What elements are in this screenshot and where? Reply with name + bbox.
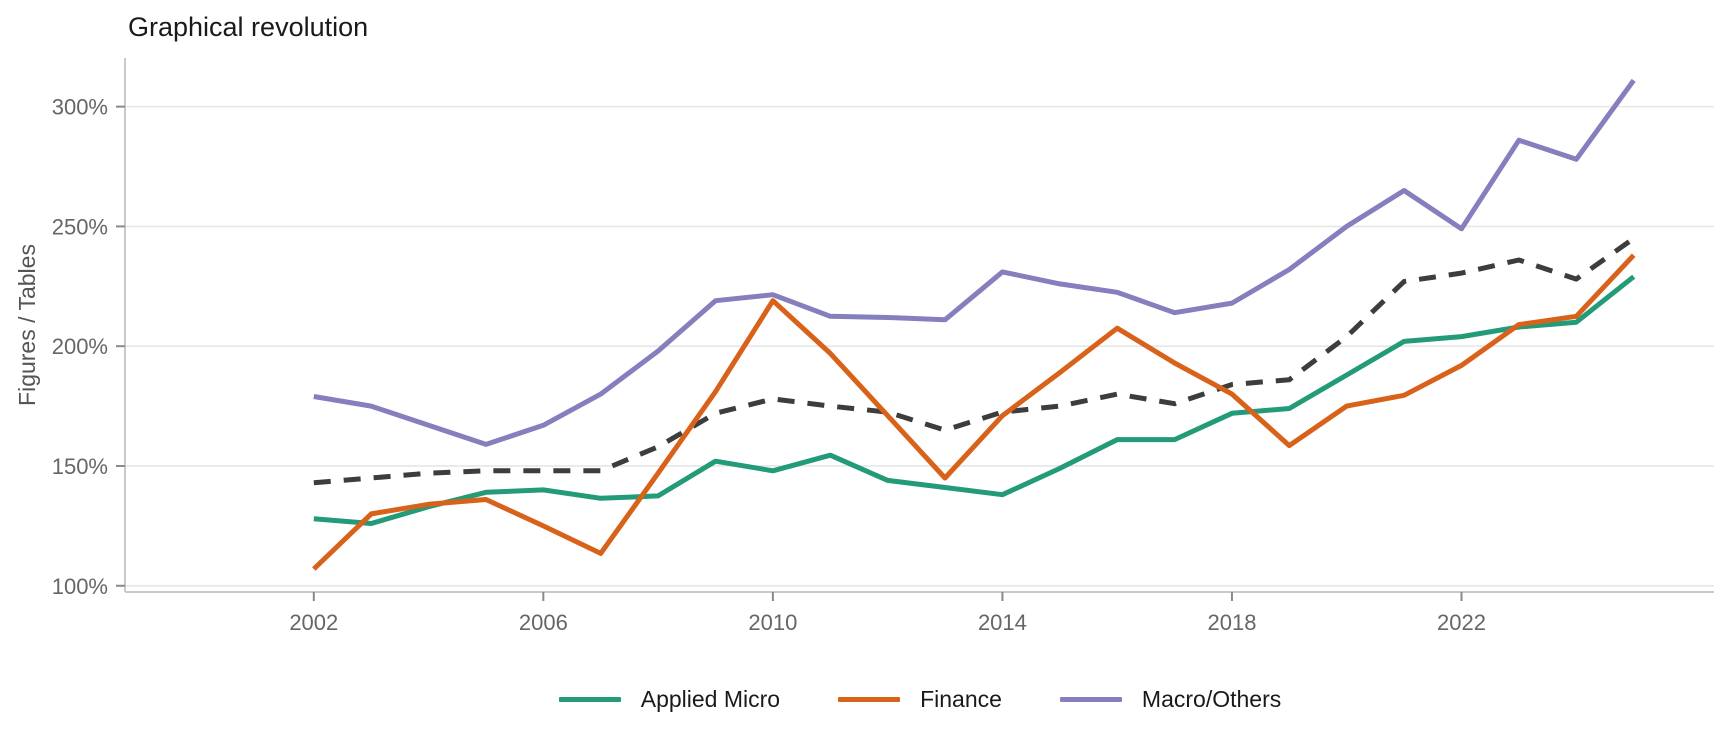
- y-tick-label: 100%: [52, 574, 108, 599]
- y-tick-label: 250%: [52, 214, 108, 239]
- series-line-applied-micro: [313, 274, 1636, 526]
- legend-item-macro-others: Macro/Others: [1059, 686, 1282, 713]
- legend-label-finance: Finance: [920, 686, 1002, 712]
- y-tick-label: 300%: [52, 95, 108, 120]
- legend-item-applied-micro: Applied Micro: [558, 686, 781, 713]
- x-tick-label: 2018: [1207, 610, 1256, 635]
- legend-item-finance: Finance: [838, 686, 1002, 713]
- legend-label-applied-micro: Applied Micro: [640, 686, 781, 712]
- legend-swatch-finance: [838, 697, 901, 702]
- x-tick-label: 2002: [289, 610, 338, 635]
- legend-swatch-applied-micro: [558, 697, 621, 702]
- x-tick-label: 2010: [748, 610, 797, 635]
- series-line-unlabeled-dashed: [313, 236, 1636, 486]
- x-tick-label: 2022: [1437, 610, 1486, 635]
- series-line-finance: [312, 253, 1636, 571]
- chart-legend: Applied Micro Finance Macro/Others: [112, 686, 1728, 713]
- series-line-macro-others: [313, 78, 1636, 447]
- y-tick-label: 150%: [52, 454, 108, 479]
- legend-swatch-macro-others: [1059, 697, 1122, 702]
- chart-title: Graphical revolution: [128, 12, 369, 42]
- x-tick-label: 2006: [519, 610, 568, 635]
- legend-label-macro-others: Macro/Others: [1141, 686, 1282, 712]
- y-tick-label: 200%: [52, 334, 108, 359]
- x-tick-label: 2014: [978, 610, 1027, 635]
